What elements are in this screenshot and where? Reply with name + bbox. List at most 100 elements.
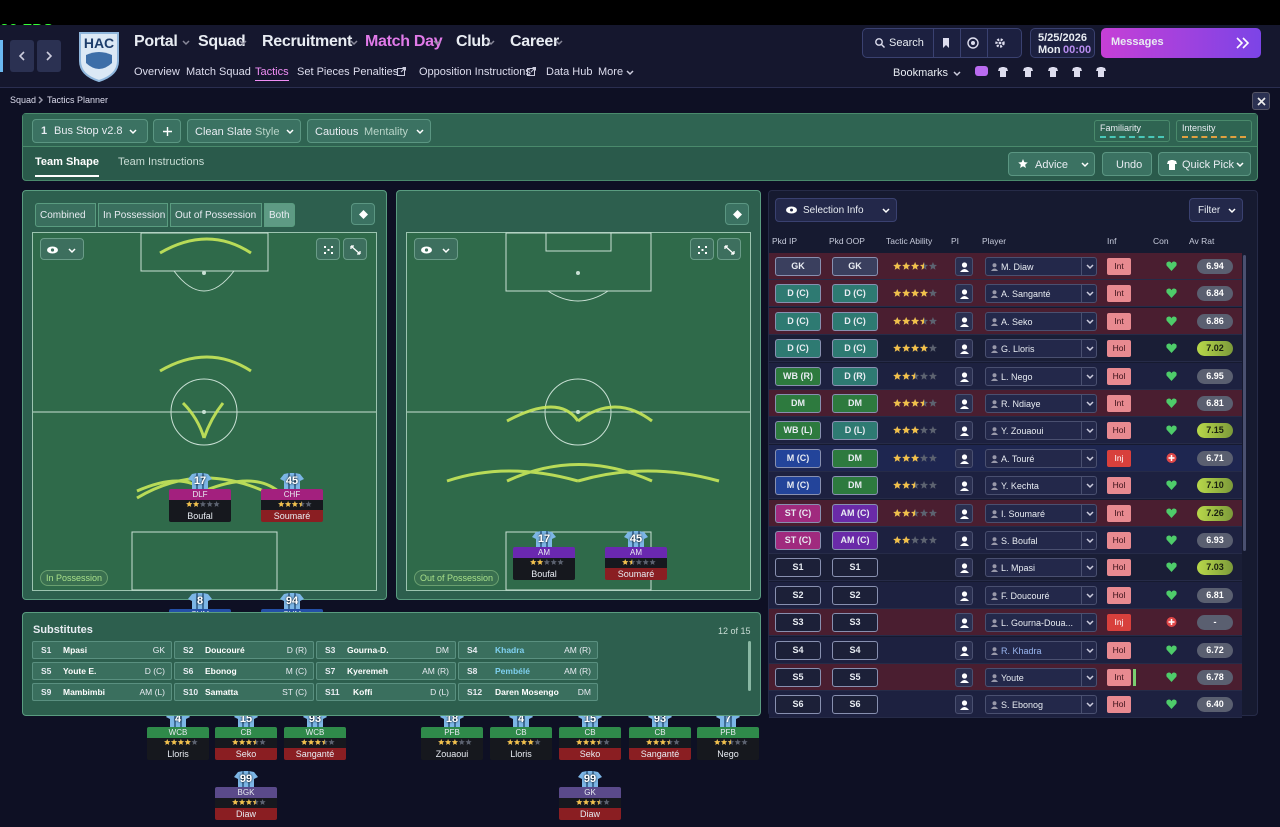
pi-button[interactable] xyxy=(955,339,973,359)
add-button[interactable] xyxy=(153,119,181,143)
pitch-button[interactable] xyxy=(414,238,458,260)
table-row[interactable]: ST (C) AM (C) S. Boufal Hol 6.93 xyxy=(769,527,1242,554)
position-button[interactable]: AM (C) xyxy=(832,531,878,550)
player-select[interactable]: Y. Zouaoui xyxy=(985,421,1097,441)
pi-button[interactable] xyxy=(955,284,973,304)
position-button[interactable]: GK xyxy=(832,257,878,276)
player-select[interactable]: L. Gourna-Doua... xyxy=(985,613,1097,633)
pi-button[interactable] xyxy=(955,613,973,633)
subnav-item[interactable]: Data Hub xyxy=(546,66,593,78)
player-card[interactable]: 45 AM Soumaré xyxy=(605,531,667,583)
pi-button[interactable] xyxy=(955,503,973,523)
pitch-tab-label[interactable]: Out of Possession xyxy=(175,210,257,221)
breadcrumb[interactable]: Squad xyxy=(10,95,37,105)
substitute-row[interactable]: S9 Mambimbi AM (L) xyxy=(32,683,172,701)
subnav-item[interactable]: Set Pieces xyxy=(297,66,350,78)
table-row[interactable]: S6 S6 S. Ebonog Hol 6.40 xyxy=(769,691,1242,719)
pi-button[interactable] xyxy=(955,640,973,660)
subnav-item[interactable]: Penalties xyxy=(353,66,399,78)
position-button[interactable]: D (L) xyxy=(832,421,878,441)
substitute-row[interactable]: S1 Mpasi GK xyxy=(32,641,172,659)
table-row[interactable]: D (C) D (C) G. Lloris Hol 7.02 xyxy=(769,335,1242,363)
pitch-tab-label[interactable]: Combined xyxy=(40,210,86,221)
pi-button[interactable] xyxy=(955,394,973,413)
search[interactable]: Search xyxy=(889,37,924,49)
position-button[interactable]: ST (C) xyxy=(775,503,821,523)
position-button[interactable]: S3 xyxy=(832,613,878,633)
player-card[interactable]: 4 WCB Lloris xyxy=(147,711,209,763)
player-card[interactable]: 18 PFB Zouaoui xyxy=(421,711,483,763)
position-button[interactable]: S6 xyxy=(832,695,878,715)
mentality-select[interactable]: Cautious Mentality xyxy=(307,119,431,143)
nav-item[interactable]: Career xyxy=(510,33,559,50)
back-button[interactable] xyxy=(10,40,34,72)
player-select[interactable]: F. Doucouré xyxy=(985,585,1097,605)
advice[interactable]: Advice xyxy=(1035,159,1069,171)
player-select[interactable]: Youte xyxy=(985,668,1097,687)
substitute-row[interactable]: S7 Kyeremeh AM (R) xyxy=(316,662,456,680)
position-button[interactable]: DM xyxy=(832,476,878,496)
table-row[interactable]: M (C) DM A. Touré Inj 6.71 xyxy=(769,444,1242,472)
pitch-tab[interactable]: Out of Possession xyxy=(170,203,262,227)
player-card[interactable]: 15 CB Seko xyxy=(559,711,621,763)
table-row[interactable]: D (C) D (C) A. Sanganté Int 6.84 xyxy=(769,280,1242,308)
nav-item[interactable]: Club xyxy=(456,33,491,50)
position-button[interactable]: S2 xyxy=(832,585,878,605)
position-button[interactable]: M (C) xyxy=(775,448,821,468)
position-button[interactable]: S6 xyxy=(775,695,821,715)
position-button[interactable]: D (C) xyxy=(832,311,878,331)
player-select[interactable]: M. Diaw xyxy=(985,257,1097,276)
subnav-item[interactable]: Tactics xyxy=(255,66,289,81)
position-button[interactable]: D (C) xyxy=(832,284,878,304)
undo[interactable]: Undo xyxy=(1116,159,1143,171)
position-button[interactable]: S5 xyxy=(832,668,878,687)
player-select[interactable]: G. Lloris xyxy=(985,339,1097,359)
pi-button[interactable] xyxy=(955,257,973,276)
pi-button[interactable] xyxy=(955,695,973,715)
position-button[interactable]: S1 xyxy=(775,558,821,578)
position-button[interactable]: S4 xyxy=(775,640,821,660)
table-row[interactable]: D (C) D (C) A. Seko Int 6.86 xyxy=(769,307,1242,335)
pi-button[interactable] xyxy=(955,668,973,687)
position-button[interactable]: WB (R) xyxy=(775,366,821,386)
bookmarks[interactable]: Bookmarks xyxy=(893,67,949,79)
table-row[interactable]: DM DM R. Ndiaye Int 6.81 xyxy=(769,390,1242,417)
close-button[interactable] xyxy=(1252,92,1270,110)
player-select[interactable]: A. Sanganté xyxy=(985,284,1097,304)
position-button[interactable]: DM xyxy=(832,394,878,413)
substitute-row[interactable]: S5 Youte E. D (C) xyxy=(32,662,172,680)
pi-button[interactable] xyxy=(955,448,973,468)
pi-button[interactable] xyxy=(955,585,973,605)
pitch-button[interactable] xyxy=(40,238,84,260)
table-row[interactable]: ST (C) AM (C) I. Soumaré Int 7.26 xyxy=(769,499,1242,527)
forward-button[interactable] xyxy=(37,40,61,72)
substitute-row[interactable]: S3 Gourna-D. DM xyxy=(316,641,456,659)
settings-button[interactable] xyxy=(725,203,749,225)
position-button[interactable]: S2 xyxy=(775,585,821,605)
position-button[interactable]: GK xyxy=(775,257,821,276)
table-row[interactable]: S5 S5 Youte Int 6.78 xyxy=(769,664,1242,691)
pitch-button[interactable] xyxy=(316,238,340,260)
table-row[interactable]: S3 S3 L. Gourna-Doua... Inj - xyxy=(769,609,1242,637)
position-button[interactable]: M (C) xyxy=(775,476,821,496)
position-button[interactable]: DM xyxy=(832,448,878,468)
filter-button[interactable]: Filter xyxy=(1189,198,1243,222)
substitute-row[interactable]: S10 Samatta ST (C) xyxy=(174,683,314,701)
position-button[interactable]: S5 xyxy=(775,668,821,687)
player-card[interactable]: 45 CHF Soumaré xyxy=(261,473,323,525)
position-button[interactable]: D (C) xyxy=(775,284,821,304)
nav-item[interactable]: Squad xyxy=(198,33,246,50)
pi-button[interactable] xyxy=(955,476,973,496)
substitute-row[interactable]: S2 Doucouré D (R) xyxy=(174,641,314,659)
tab[interactable]: Team Instructions xyxy=(118,156,205,168)
table-row[interactable]: S4 S4 R. Khadra Hol 6.72 xyxy=(769,636,1242,664)
subnav-item[interactable]: More xyxy=(598,66,624,78)
substitute-row[interactable]: S12 Daren Mosengo DM xyxy=(458,683,598,701)
player-select[interactable]: S. Ebonog xyxy=(985,695,1097,715)
selection-info[interactable]: Selection Info xyxy=(803,205,864,216)
subnav-item[interactable]: Match Squad xyxy=(186,66,251,78)
pitch-button[interactable] xyxy=(690,238,714,260)
filter[interactable]: Filter xyxy=(1198,205,1221,216)
tactic-select[interactable]: 1 Bus Stop v2.8 xyxy=(32,119,148,143)
position-button[interactable]: D (R) xyxy=(832,366,878,386)
